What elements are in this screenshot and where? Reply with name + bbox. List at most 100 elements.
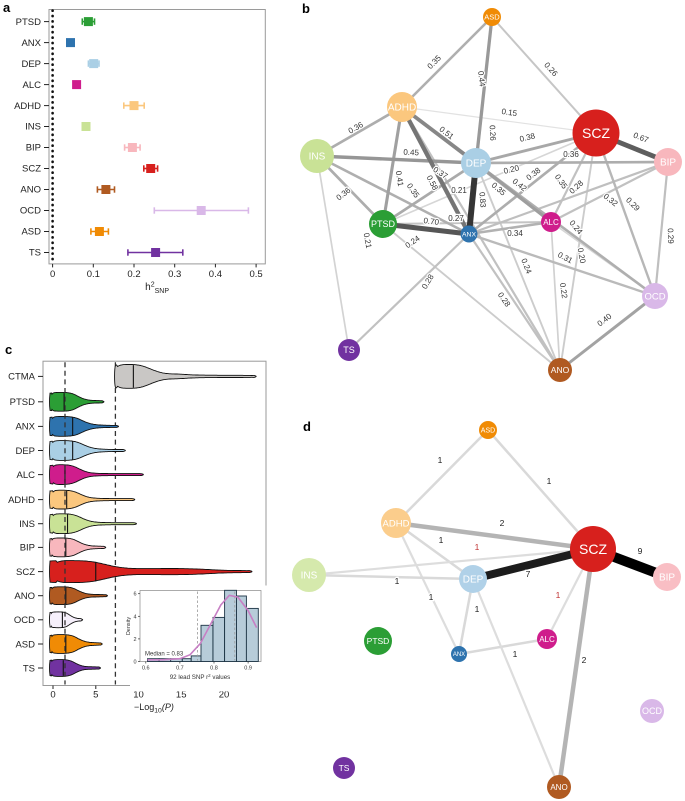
svg-text:PTSD: PTSD (10, 397, 35, 408)
svg-text:0.5: 0.5 (249, 269, 262, 280)
svg-text:ALC: ALC (23, 80, 42, 91)
svg-text:TS: TS (23, 663, 35, 674)
svg-text:CTMA: CTMA (8, 372, 36, 383)
svg-text:DEP: DEP (466, 159, 487, 170)
svg-text:1: 1 (475, 542, 480, 552)
svg-text:ADHD: ADHD (388, 103, 416, 114)
svg-text:TS: TS (29, 248, 41, 259)
svg-text:1: 1 (438, 455, 443, 465)
svg-text:0.45: 0.45 (403, 148, 420, 158)
svg-text:0.4: 0.4 (209, 269, 222, 280)
svg-text:1: 1 (475, 604, 480, 614)
svg-text:0.38: 0.38 (519, 131, 537, 144)
svg-text:ASD: ASD (481, 428, 495, 435)
svg-text:1: 1 (395, 576, 400, 586)
svg-text:ASD: ASD (21, 227, 41, 238)
svg-text:ANX: ANX (462, 231, 476, 238)
svg-text:0.34: 0.34 (507, 229, 523, 238)
svg-text:INS: INS (25, 122, 41, 133)
svg-text:0.36: 0.36 (563, 150, 579, 159)
svg-text:BIP: BIP (20, 543, 35, 554)
svg-text:0.38: 0.38 (525, 165, 543, 182)
svg-text:0.7: 0.7 (176, 666, 184, 672)
svg-text:PTSD: PTSD (367, 636, 390, 646)
svg-text:0.26: 0.26 (488, 125, 498, 142)
svg-text:0.44: 0.44 (476, 71, 487, 88)
svg-text:BIP: BIP (26, 143, 41, 154)
svg-text:PTSD: PTSD (16, 17, 41, 28)
svg-text:0: 0 (50, 269, 55, 280)
svg-text:Density: Density (126, 617, 132, 636)
svg-text:0.15: 0.15 (501, 107, 518, 118)
svg-text:ANO: ANO (14, 591, 35, 602)
svg-text:0.3: 0.3 (168, 269, 181, 280)
svg-text:0.67: 0.67 (632, 131, 650, 145)
svg-text:ADHD: ADHD (383, 518, 410, 529)
svg-text:2: 2 (582, 655, 587, 665)
svg-text:1: 1 (429, 592, 434, 602)
svg-text:ALC: ALC (539, 635, 555, 644)
svg-text:SCZ: SCZ (579, 541, 607, 557)
svg-text:0.6: 0.6 (142, 666, 150, 672)
svg-text:INS: INS (309, 152, 326, 163)
svg-text:1: 1 (513, 649, 518, 659)
svg-text:DEP: DEP (15, 446, 35, 457)
svg-text:DEP: DEP (21, 59, 41, 70)
svg-text:0.9: 0.9 (244, 666, 252, 672)
svg-text:PTSD: PTSD (371, 219, 396, 229)
svg-text:ADHD: ADHD (8, 495, 35, 506)
svg-text:0.83: 0.83 (477, 192, 487, 209)
svg-text:0.41: 0.41 (394, 170, 405, 187)
svg-text:BIP: BIP (659, 573, 675, 584)
svg-text:SCZ: SCZ (16, 567, 35, 578)
svg-text:1: 1 (556, 590, 561, 600)
svg-text:INS: INS (19, 519, 35, 530)
svg-text:0.20: 0.20 (503, 163, 521, 176)
svg-text:−Log10(P): −Log10(P) (134, 702, 174, 714)
svg-text:OCD: OCD (14, 615, 35, 626)
svg-text:0.22: 0.22 (558, 282, 569, 299)
svg-text:15: 15 (176, 690, 187, 701)
svg-text:OCD: OCD (642, 706, 663, 716)
svg-text:ANX: ANX (453, 652, 465, 658)
svg-text:SCZ: SCZ (582, 125, 610, 141)
svg-text:ASD: ASD (484, 13, 500, 22)
svg-text:1: 1 (439, 535, 444, 545)
svg-text:ANO: ANO (20, 185, 41, 196)
svg-text:0.2: 0.2 (127, 269, 140, 280)
svg-text:92 lead SNP r2 values: 92 lead SNP r2 values (170, 673, 231, 681)
svg-text:0: 0 (133, 660, 136, 666)
svg-text:ANO: ANO (551, 365, 570, 375)
svg-text:SCZ: SCZ (22, 164, 41, 175)
svg-text:0.8: 0.8 (210, 666, 218, 672)
svg-text:1: 1 (547, 476, 552, 486)
svg-text:0.29: 0.29 (624, 196, 642, 214)
svg-text:INS: INS (301, 571, 318, 582)
svg-text:OCD: OCD (644, 291, 665, 302)
svg-text:BIP: BIP (660, 158, 676, 169)
svg-text:0.27: 0.27 (448, 214, 464, 223)
svg-text:ANX: ANX (21, 38, 41, 49)
svg-text:DEP: DEP (463, 575, 484, 586)
svg-text:0.35: 0.35 (405, 182, 422, 200)
svg-text:ASD: ASD (15, 639, 35, 650)
svg-text:0.36: 0.36 (335, 185, 353, 202)
svg-text:ANX: ANX (15, 422, 35, 433)
svg-text:0.21: 0.21 (451, 186, 467, 195)
svg-text:0.28: 0.28 (420, 272, 436, 290)
svg-text:0.20: 0.20 (576, 247, 588, 264)
svg-text:9: 9 (638, 546, 643, 556)
svg-text:0.21: 0.21 (362, 232, 374, 249)
svg-text:20: 20 (219, 690, 230, 701)
svg-text:2: 2 (500, 518, 505, 528)
svg-text:5: 5 (93, 690, 98, 701)
svg-text:10: 10 (133, 690, 144, 701)
svg-text:4: 4 (133, 614, 136, 620)
svg-text:7: 7 (526, 569, 531, 579)
svg-text:0.29: 0.29 (666, 228, 676, 244)
svg-text:0: 0 (50, 690, 55, 701)
svg-text:0.1: 0.1 (87, 269, 100, 280)
svg-text:OCD: OCD (20, 206, 41, 217)
svg-text:6: 6 (133, 592, 136, 598)
svg-text:Median = 0.83: Median = 0.83 (145, 652, 184, 658)
